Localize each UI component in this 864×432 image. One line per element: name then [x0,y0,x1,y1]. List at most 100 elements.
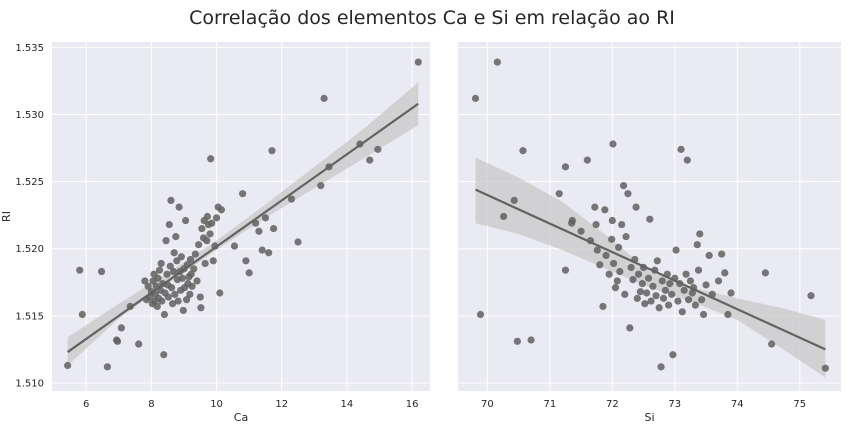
data-point [614,243,623,251]
data-point [657,363,665,371]
data-point [265,249,273,257]
data-point [592,220,600,229]
x-axis-label: Si [644,411,654,424]
data-point [216,289,224,297]
data-point [599,302,607,311]
data-point [724,310,732,319]
data-point [201,259,209,268]
data-point [287,195,296,203]
data-point [718,250,726,258]
data-point [619,182,628,190]
data-point [684,296,693,304]
data-point [568,216,576,225]
data-point [668,290,676,298]
data-point [555,190,563,198]
data-point [680,286,688,294]
data-point [76,266,84,274]
data-point [659,294,668,302]
data-point [649,282,657,290]
x-tick-label: 70 [481,399,494,410]
data-point [705,251,713,260]
data-point [174,297,182,305]
data-point [171,290,179,298]
data-point [608,235,616,243]
data-point [175,203,183,211]
confidence-band [67,82,419,366]
data-point [702,281,710,289]
data-point [203,212,212,221]
data-point [187,270,195,278]
data-point [636,288,645,296]
data-point [217,206,226,214]
data-point [641,300,649,308]
data-point [699,310,708,319]
data-point [633,294,641,302]
data-point [157,259,165,268]
data-point [632,203,640,211]
data-point [577,227,585,235]
plot-ca-vs-ri: 6 8 10 12 14 16 1.510 1.515 1.520 1.525 1.530 1.535… [0,42,430,424]
data-point [638,280,646,288]
data-point [698,296,706,304]
data-point [135,340,143,348]
data-point [691,301,700,309]
data-point [664,301,673,309]
x-tick-label: 16 [406,399,419,410]
data-point [168,300,177,308]
data-point [268,147,276,155]
data-point [117,324,126,332]
data-point [500,212,508,221]
regression-line [67,102,419,353]
data-point [629,275,637,284]
data-point [593,246,601,254]
data-point [471,94,480,102]
x-tick-label: 75 [793,399,806,410]
data-point [191,250,199,258]
data-point [513,337,521,345]
data-point [177,253,185,261]
regression-line [475,188,826,351]
data-point [693,241,701,249]
data-point [609,140,617,148]
data-point [602,251,610,260]
data-point [167,284,176,292]
data-point [677,145,685,153]
plot-area [52,42,430,391]
data-point [166,262,174,270]
data-point [727,289,735,297]
data-point [678,308,686,316]
data-point [172,233,180,241]
chart-title: Correlação dos elementos Ca e Si em rela… [189,7,675,29]
x-axis-label: Ca [234,411,248,424]
data-point [188,282,196,290]
data-point [527,336,535,344]
data-point [621,290,629,298]
data-point [164,293,172,301]
x-tick-label: 72 [606,399,619,410]
data-point [366,156,374,164]
data-point [186,255,195,264]
y-tick-label: 1.510 [15,378,44,389]
data-point [258,246,266,254]
data-point [169,267,178,276]
x-tick-label: 74 [731,399,744,410]
data-point [239,190,247,198]
data-point [209,257,217,265]
data-point [230,242,239,250]
data-point [686,277,695,285]
data-point [643,289,651,297]
x-tick-label: 6 [83,399,89,410]
data-point [634,270,643,278]
data-point [596,261,604,269]
data-point [113,337,122,345]
data-point [193,277,201,285]
data-point [141,277,149,285]
x-tick-label: 12 [275,399,288,410]
data-point [688,289,696,297]
plot-si-vs-ri: 70 71 72 73 74 75 Si [458,42,841,424]
data-point [320,94,328,102]
data-point [510,196,518,204]
data-point [374,145,382,153]
data-point [476,310,485,319]
